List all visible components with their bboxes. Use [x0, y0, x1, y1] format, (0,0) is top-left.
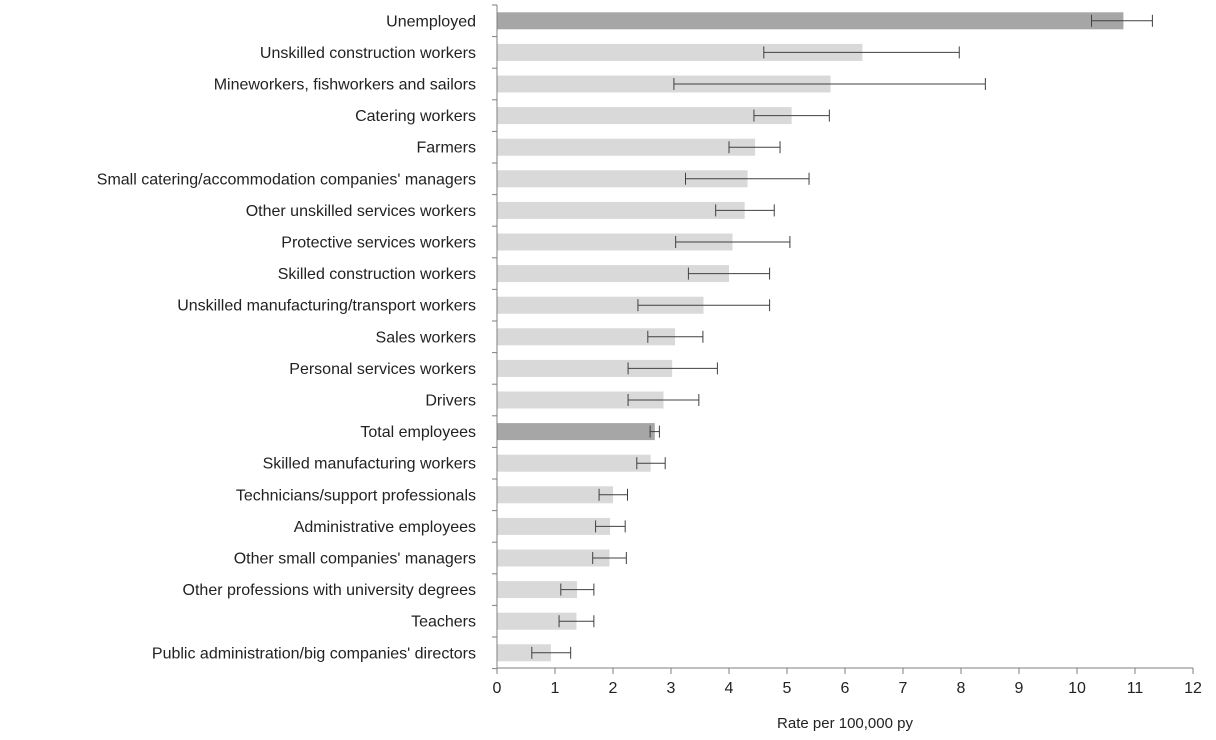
bar: [497, 201, 745, 219]
x-tick-label: 9: [1015, 680, 1024, 697]
error-bar: [649, 425, 660, 438]
category-label: Administrative employees: [294, 519, 476, 536]
x-tick-label: 1: [551, 680, 560, 697]
category-label: Unskilled manufacturing/transport worker…: [177, 298, 476, 315]
error-bar: [636, 457, 666, 470]
category-label: Catering workers: [355, 108, 476, 125]
error-bar: [728, 141, 781, 154]
error-bar: [595, 520, 626, 533]
bar: [497, 233, 733, 251]
bars-layer: [497, 12, 1124, 662]
x-axis-title: Rate per 100,000 py: [777, 715, 913, 732]
error-bar: [627, 362, 718, 375]
x-tick-label: 10: [1068, 680, 1086, 697]
error-bar: [531, 646, 572, 659]
error-bar: [685, 172, 810, 185]
category-label: Total employees: [360, 424, 476, 441]
error-bar: [627, 394, 700, 406]
error-bar: [592, 552, 627, 564]
category-label: Unskilled construction workers: [260, 45, 476, 62]
category-label: Technicians/support professionals: [236, 487, 476, 504]
error-bar: [715, 204, 775, 217]
bar: [497, 328, 676, 346]
error-bar: [558, 615, 595, 628]
bar: [497, 296, 704, 314]
bar: [497, 391, 664, 409]
error-bar: [673, 78, 986, 90]
x-tick-label: 5: [783, 680, 792, 697]
bar: [497, 138, 756, 156]
x-tick-label: 12: [1184, 680, 1202, 697]
bar: [497, 612, 577, 630]
category-label: Skilled construction workers: [278, 266, 476, 283]
bar: [497, 423, 655, 441]
category-label: Drivers: [425, 393, 476, 410]
category-label: Other unskilled services workers: [246, 203, 476, 220]
bar: [497, 486, 613, 504]
error-bar: [675, 236, 791, 248]
error-bar: [560, 583, 595, 596]
x-tick-label: 2: [609, 680, 618, 697]
bar: [497, 265, 729, 283]
category-label: Other small companies' managers: [234, 551, 476, 568]
category-label: Sales workers: [376, 329, 476, 346]
bar: [497, 12, 1124, 30]
x-tick-label: 6: [841, 680, 850, 697]
category-label: Personal services workers: [289, 361, 476, 378]
error-bars-layer: [531, 14, 1153, 659]
x-tick-label: 8: [957, 680, 966, 697]
bar: [497, 644, 551, 662]
bar: [497, 107, 792, 125]
x-tick-label: 11: [1127, 680, 1144, 697]
error-bar: [687, 267, 771, 280]
category-label: Protective services workers: [281, 235, 476, 252]
bar: [497, 581, 578, 599]
category-label: Farmers: [416, 140, 476, 157]
bar: [497, 454, 651, 472]
category-label: Mineworkers, fishworkers and sailors: [214, 77, 476, 94]
bar: [497, 43, 863, 61]
x-tick-label: 7: [899, 680, 908, 697]
category-label: Teachers: [411, 614, 476, 631]
error-bar: [1091, 14, 1153, 27]
x-tick-label: 0: [493, 680, 502, 697]
error-bar: [647, 330, 704, 343]
bar: [497, 170, 748, 188]
error-bar: [637, 299, 771, 312]
bar: [497, 517, 611, 535]
category-label: Small catering/accommodation companies' …: [97, 171, 476, 188]
category-labels: Unemployed Unskilled construction workers…: [97, 13, 476, 662]
x-tick-label: 3: [667, 680, 676, 697]
category-label: Public administration/big companies' dir…: [152, 645, 476, 662]
error-bar: [753, 109, 830, 122]
x-axis: 0 1 2 3 4 5 6 7 8 9 10 11 12: [492, 4, 1202, 697]
error-bar: [763, 46, 960, 59]
bar: [497, 549, 610, 567]
category-label: Other professions with university degree…: [183, 582, 476, 599]
error-bar: [598, 488, 628, 501]
x-tick-label: 4: [725, 680, 734, 697]
bar: [497, 75, 831, 93]
category-label: Skilled manufacturing workers: [263, 456, 476, 473]
category-label: Unemployed: [386, 13, 476, 30]
